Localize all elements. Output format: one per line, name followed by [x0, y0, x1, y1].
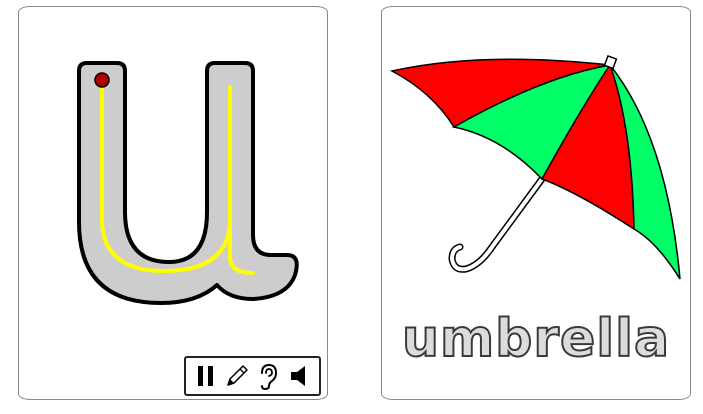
ear-button[interactable] [255, 362, 281, 390]
umbrella-tip [603, 54, 618, 70]
ear-icon [261, 363, 278, 390]
speaker-button[interactable] [286, 362, 312, 390]
toolbar [184, 356, 321, 396]
picture-word: umbrella [401, 308, 671, 370]
umbrella-picture [389, 54, 681, 280]
letter-value: u [318, 26, 320, 28]
speaker-icon [291, 366, 306, 386]
letter-u-graphic: u [77, 26, 320, 305]
pencil-button[interactable] [224, 362, 250, 390]
pause-icon [197, 366, 213, 386]
start-dot[interactable] [94, 72, 110, 88]
umbrella-panel-green-right [609, 64, 681, 280]
pencil-icon [227, 365, 248, 386]
umbrella-shaft-inner [449, 177, 544, 272]
picture-card: umbrella [381, 6, 691, 400]
letter-u-shape [77, 61, 299, 305]
tracing-guide-line [100, 85, 255, 275]
letter-card: u [18, 6, 328, 400]
pause-button[interactable] [193, 362, 219, 390]
umbrella-shaft [448, 175, 546, 273]
